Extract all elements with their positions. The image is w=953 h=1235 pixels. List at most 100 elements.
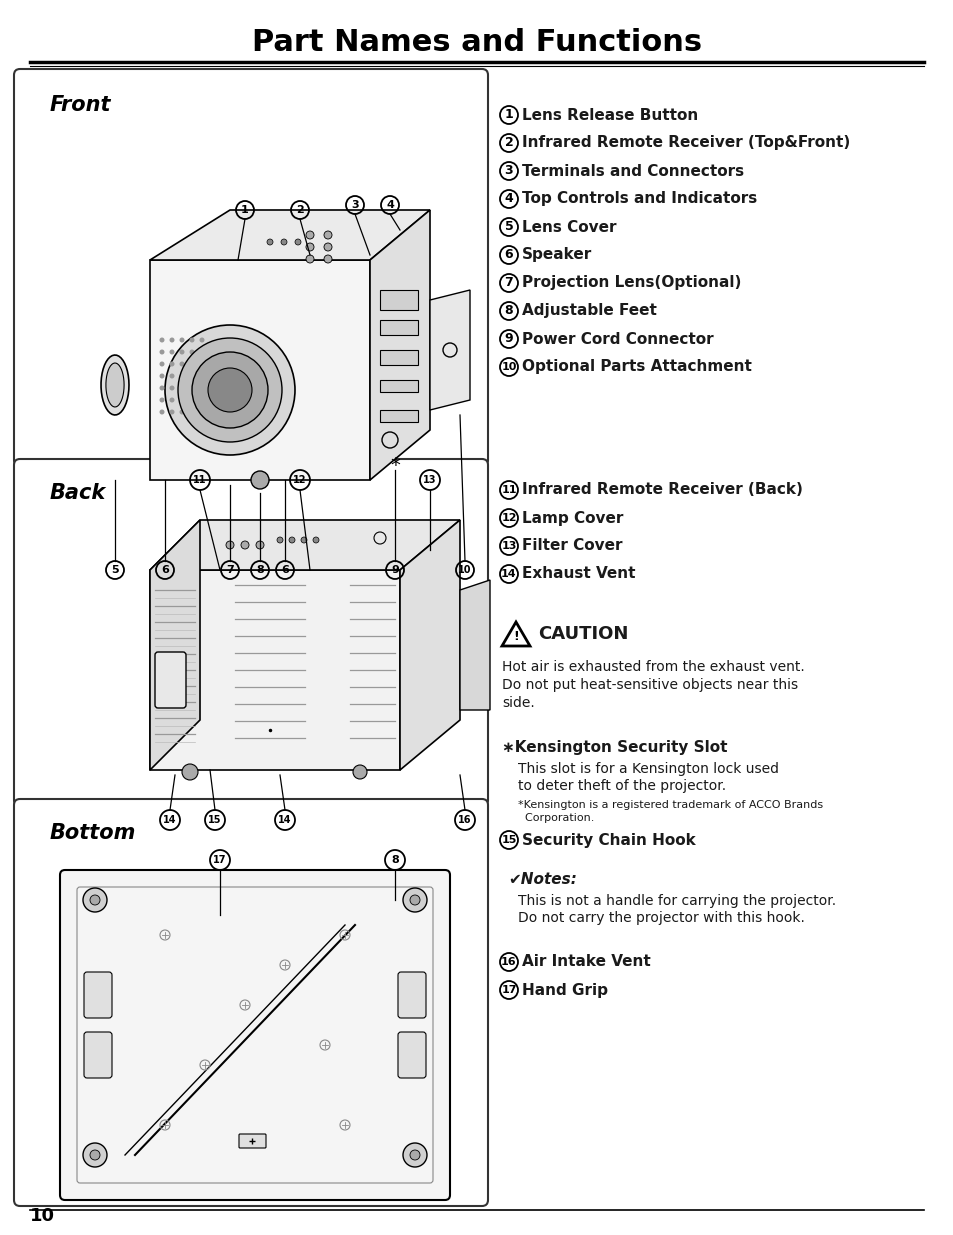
Text: 14: 14 [278,815,292,825]
Text: 6: 6 [281,564,289,576]
Text: ∗Kensington Security Slot: ∗Kensington Security Slot [501,740,727,755]
Circle shape [179,337,184,342]
Circle shape [313,537,318,543]
Circle shape [178,338,282,442]
Text: Hand Grip: Hand Grip [521,983,607,998]
Text: 16: 16 [500,957,517,967]
Text: Lens Release Button: Lens Release Button [521,107,698,122]
Circle shape [402,1144,427,1167]
Circle shape [159,410,164,415]
Text: 12: 12 [293,475,307,485]
Polygon shape [370,210,430,480]
Circle shape [199,350,204,354]
Text: Optional Parts Attachment: Optional Parts Attachment [521,359,751,374]
Text: 15: 15 [208,815,221,825]
Text: Security Chain Hook: Security Chain Hook [521,832,695,847]
Text: Power Cord Connector: Power Cord Connector [521,331,713,347]
Circle shape [159,373,164,378]
Text: Infrared Remote Receiver (Top&Front): Infrared Remote Receiver (Top&Front) [521,136,849,151]
Circle shape [159,398,164,403]
Text: 6: 6 [161,564,169,576]
Circle shape [170,362,174,367]
FancyBboxPatch shape [84,1032,112,1078]
Circle shape [324,243,332,251]
Circle shape [170,385,174,390]
Text: Projection Lens(Optional): Projection Lens(Optional) [521,275,740,290]
Text: Filter Cover: Filter Cover [521,538,622,553]
Text: 3: 3 [351,200,358,210]
Text: Hot air is exhausted from the exhaust vent.: Hot air is exhausted from the exhaust ve… [501,659,804,674]
FancyBboxPatch shape [14,69,488,466]
Circle shape [199,398,204,403]
Circle shape [90,1150,100,1160]
Circle shape [199,337,204,342]
Circle shape [301,537,307,543]
Text: Top Controls and Indicators: Top Controls and Indicators [521,191,757,206]
Circle shape [199,385,204,390]
FancyBboxPatch shape [14,799,488,1207]
Text: Terminals and Connectors: Terminals and Connectors [521,163,743,179]
FancyBboxPatch shape [397,1032,426,1078]
Circle shape [190,337,194,342]
Circle shape [179,373,184,378]
Circle shape [190,362,194,367]
Circle shape [190,350,194,354]
Circle shape [179,385,184,390]
Polygon shape [150,210,430,261]
Text: side.: side. [501,697,535,710]
Circle shape [179,350,184,354]
Text: 15: 15 [500,835,517,845]
Circle shape [276,537,283,543]
Polygon shape [399,520,459,769]
Text: 17: 17 [213,855,227,864]
Text: 12: 12 [500,513,517,522]
FancyBboxPatch shape [379,350,417,366]
Text: 10: 10 [457,564,471,576]
Circle shape [159,350,164,354]
Text: Corporation.: Corporation. [517,813,594,823]
Circle shape [190,398,194,403]
Text: Front: Front [50,95,112,115]
FancyBboxPatch shape [60,869,450,1200]
Text: Bottom: Bottom [50,823,136,844]
Text: 13: 13 [423,475,436,485]
Circle shape [170,398,174,403]
Text: 11: 11 [500,485,517,495]
Circle shape [208,368,252,412]
Circle shape [83,1144,107,1167]
Polygon shape [459,580,490,710]
Circle shape [281,240,287,245]
Text: 1: 1 [241,205,249,215]
FancyBboxPatch shape [239,1134,266,1149]
Text: 11: 11 [193,475,207,485]
Text: *: * [390,456,399,474]
Polygon shape [150,520,459,571]
Text: 3: 3 [504,164,513,178]
Circle shape [182,764,198,781]
FancyBboxPatch shape [379,290,417,310]
FancyBboxPatch shape [379,320,417,335]
Circle shape [402,888,427,911]
Text: 1: 1 [504,109,513,121]
Circle shape [199,410,204,415]
Text: 5: 5 [112,564,119,576]
Text: 2: 2 [295,205,304,215]
Polygon shape [501,622,530,646]
Polygon shape [150,261,370,480]
FancyBboxPatch shape [379,410,417,422]
Text: 6: 6 [504,248,513,262]
Circle shape [289,537,294,543]
Circle shape [83,888,107,911]
Circle shape [324,231,332,240]
Circle shape [190,385,194,390]
Polygon shape [101,354,129,415]
Circle shape [324,254,332,263]
FancyBboxPatch shape [154,652,186,708]
Text: Part Names and Functions: Part Names and Functions [252,28,701,57]
Text: 7: 7 [504,277,513,289]
Circle shape [192,352,268,429]
Text: 9: 9 [504,332,513,346]
Text: 13: 13 [500,541,517,551]
Circle shape [170,337,174,342]
Text: Lens Cover: Lens Cover [521,220,616,235]
